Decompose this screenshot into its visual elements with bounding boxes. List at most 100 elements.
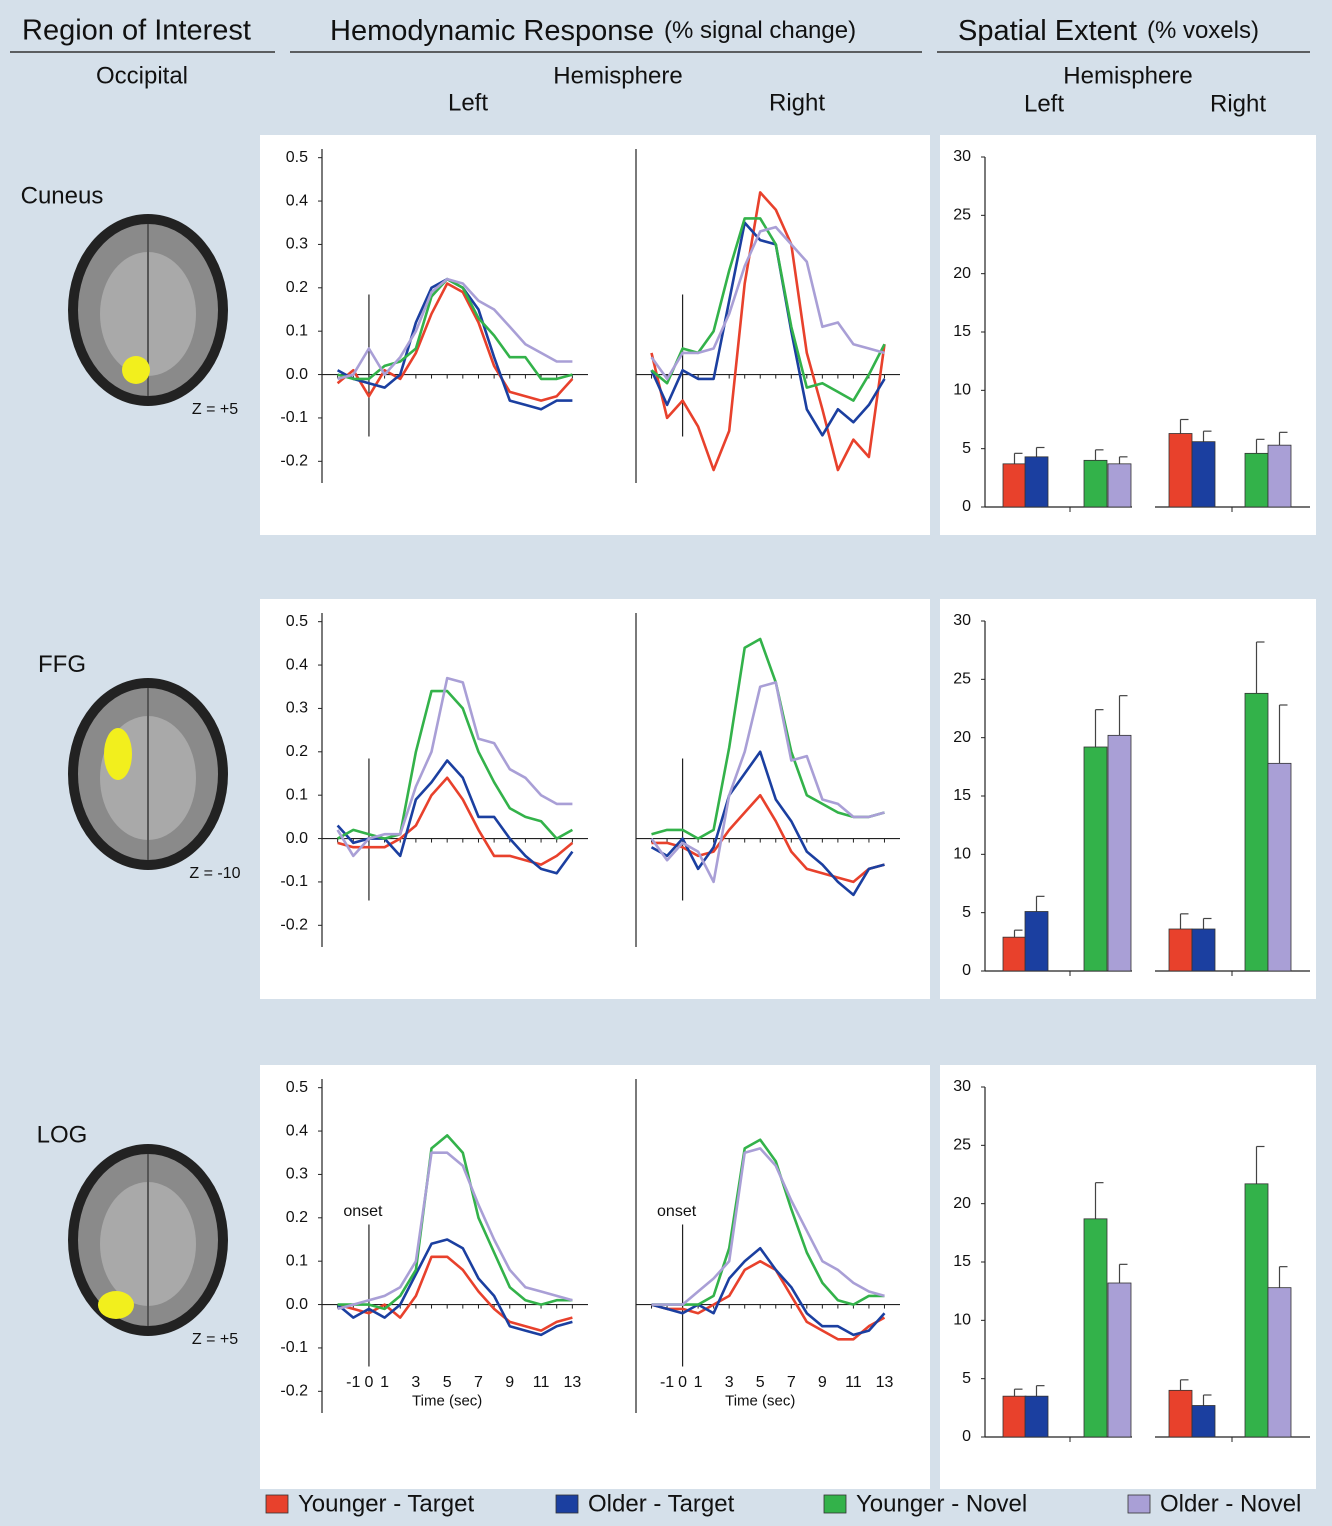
bar [1084,1219,1107,1437]
y-tick-label: 20 [953,265,971,282]
y-tick-label: 0.1 [286,322,308,339]
right-label: Right [769,89,825,116]
line-panel [260,599,930,999]
bar [1108,464,1131,507]
y-tick-label: 25 [953,1137,971,1154]
roi-highlight [104,728,132,780]
x-axis-label: Time (sec) [725,1393,795,1410]
legend-swatch [824,1495,846,1513]
spatial-unit: (% voxels) [1147,17,1259,44]
y-tick-label: -0.1 [280,873,308,890]
roi-highlight [122,356,150,384]
x-tick-label: 9 [818,1374,827,1391]
z-label: Z = +5 [192,1331,238,1348]
roi-highlight [98,1291,134,1319]
legend-label: Younger - Target [298,1490,474,1517]
line-panel [260,135,930,535]
bar [1025,457,1048,507]
region-label: Cuneus [21,182,104,209]
x-tick-label: 11 [845,1374,862,1391]
x-tick-label: 0 [364,1374,373,1391]
left-label: Left [1024,90,1064,117]
hemisphere-label: Hemisphere [1063,62,1192,89]
y-tick-label: 0.5 [286,613,308,630]
bar [1192,1406,1215,1438]
y-tick-label: 0.3 [286,236,308,253]
x-tick-label: 13 [876,1374,894,1391]
y-tick-label: 10 [953,846,971,863]
y-tick-label: 5 [962,1370,971,1387]
z-label: Z = -10 [189,865,240,882]
bar [1003,1396,1026,1437]
y-tick-label: 10 [953,1312,971,1329]
y-tick-label: 5 [962,904,971,921]
y-tick-label: 15 [953,1253,971,1270]
bar [1108,735,1131,971]
bar [1108,1283,1131,1437]
x-tick-label: 7 [787,1374,796,1391]
legend-swatch [556,1495,578,1513]
bar [1192,442,1215,507]
x-tick-label: 9 [505,1374,514,1391]
y-tick-label: 0 [962,498,971,515]
bar [1003,937,1026,971]
y-tick-label: 15 [953,787,971,804]
y-tick-label: -0.2 [280,453,308,470]
y-tick-label: 0.2 [286,279,308,296]
y-tick-label: 5 [962,440,971,457]
region-label: FFG [38,651,86,678]
x-axis-label: Time (sec) [412,1393,482,1410]
bar [1003,464,1026,507]
y-tick-label: 30 [953,1078,971,1095]
y-tick-label: 30 [953,148,971,165]
hemo-title-main: Hemodynamic Response [330,15,654,47]
spatial-title: Spatial Extent(% voxels) [958,15,1259,47]
onset-label: onset [657,1203,697,1220]
y-tick-label: 0.1 [286,1252,308,1269]
x-tick-label: 5 [443,1374,452,1391]
y-tick-label: 10 [953,382,971,399]
onset-label: onset [343,1203,383,1220]
bar [1268,445,1291,507]
x-tick-label: 13 [563,1374,581,1391]
bar [1084,747,1107,971]
y-tick-label: 0.0 [286,366,308,383]
bar [1084,460,1107,507]
y-tick-label: -0.1 [280,409,308,426]
y-tick-label: 0.2 [286,1209,308,1226]
region-label: LOG [37,1122,88,1149]
y-tick-label: -0.2 [280,1383,308,1400]
y-tick-label: 0.3 [286,1166,308,1183]
bar [1268,1288,1291,1437]
bar [1245,453,1268,507]
bar [1268,763,1291,971]
y-tick-label: 0.5 [286,1079,308,1096]
bar [1169,929,1192,971]
y-tick-label: 0 [962,962,971,979]
legend-swatch [266,1495,288,1513]
y-tick-label: -0.2 [280,917,308,934]
y-tick-label: 15 [953,323,971,340]
hemisphere-label: Hemisphere [553,62,682,89]
y-tick-label: 0.4 [286,1122,308,1139]
x-tick-label: 0 [678,1374,687,1391]
y-tick-label: 0.5 [286,149,308,166]
legend-swatch [1128,1495,1150,1513]
x-tick-label: 3 [725,1374,734,1391]
roi-sub: Occipital [96,62,188,89]
y-tick-label: 20 [953,729,971,746]
legend-label: Younger - Novel [856,1490,1027,1517]
y-tick-label: 0.2 [286,743,308,760]
x-tick-label: 11 [533,1374,550,1391]
roi-title: Region of Interest [22,15,251,47]
y-tick-label: 0.4 [286,656,308,673]
y-tick-label: 0.0 [286,830,308,847]
y-tick-label: 0.0 [286,1296,308,1313]
right-label: Right [1210,90,1266,117]
bar [1245,693,1268,971]
y-tick-label: 0.1 [286,786,308,803]
y-tick-label: 0.4 [286,192,308,209]
x-tick-label: 1 [694,1374,703,1391]
x-tick-label: 7 [474,1374,483,1391]
y-tick-label: 25 [953,207,971,224]
